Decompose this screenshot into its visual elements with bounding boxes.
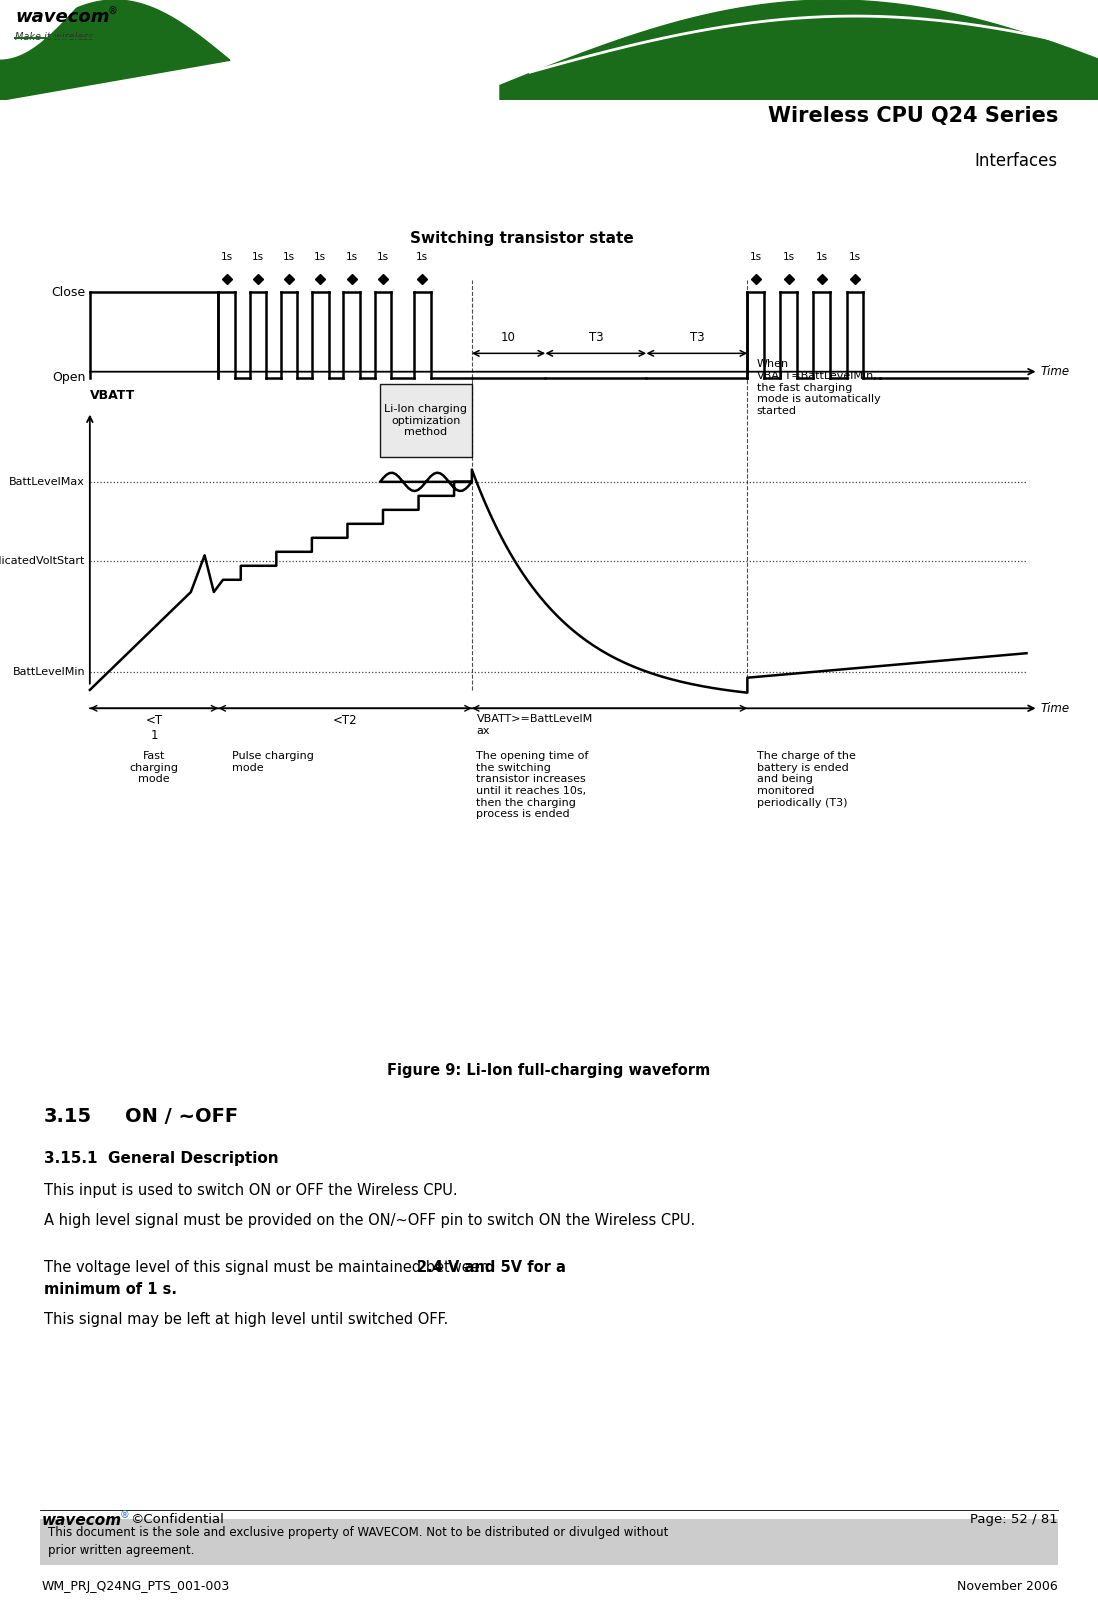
Text: 1s: 1s [816,251,828,261]
Text: prior written agreement.: prior written agreement. [48,1544,194,1557]
Bar [380,384,472,457]
Text: Interfaces: Interfaces [975,152,1058,170]
Polygon shape [500,0,1098,100]
Text: 1s: 1s [346,251,358,261]
Text: 1s: 1s [221,251,233,261]
Text: Fast
charging
mode: Fast charging mode [130,752,179,784]
Text: 3.15.1: 3.15.1 [44,1150,98,1166]
Text: BattLevelMin: BattLevelMin [12,666,86,677]
Text: wavecom: wavecom [42,1513,122,1528]
Text: minimum of 1 s.: minimum of 1 s. [44,1281,177,1298]
Text: 2.4 V and 5V for a: 2.4 V and 5V for a [416,1260,565,1275]
Text: 1s: 1s [750,251,762,261]
Text: VBATT: VBATT [90,389,135,402]
Text: Figure 9: Li-Ion full-charging waveform: Figure 9: Li-Ion full-charging waveform [388,1063,710,1079]
Text: ON / ~OFF: ON / ~OFF [124,1106,237,1126]
Text: 1s: 1s [377,251,389,261]
Text: 3.15: 3.15 [44,1106,92,1126]
Text: Pulse charging
mode: Pulse charging mode [232,752,314,773]
Text: ©Confidential: ©Confidential [130,1513,224,1526]
Text: This signal may be left at high level until switched OFF.: This signal may be left at high level un… [44,1312,448,1327]
Text: Open: Open [52,371,86,384]
Text: <T2: <T2 [333,714,358,727]
Text: 1s: 1s [416,251,428,261]
Text: The opening time of
the switching
transistor increases
until it reaches 10s,
the: The opening time of the switching transi… [477,752,589,820]
Text: A high level signal must be provided on the ON/∼OFF pin to switch ON the Wireles: A high level signal must be provided on … [44,1213,695,1228]
Text: <T
1: <T 1 [146,714,163,742]
Text: WM_PRJ_Q24NG_PTS_001-003: WM_PRJ_Q24NG_PTS_001-003 [42,1580,231,1592]
Text: BattLevelMax: BattLevelMax [10,476,86,488]
Text: Li-Ion charging
optimization
method: Li-Ion charging optimization method [384,403,468,437]
Bar [40,1518,1058,1565]
Text: Time: Time [1040,701,1069,714]
Text: 1s: 1s [849,251,861,261]
Text: T3: T3 [690,330,704,343]
Text: The voltage level of this signal must be maintained between: The voltage level of this signal must be… [44,1260,494,1275]
Text: November 2006: November 2006 [957,1580,1058,1592]
Text: ®: ® [108,6,117,16]
Text: 10: 10 [501,330,516,343]
Text: Switching transistor state: Switching transistor state [410,232,634,246]
Text: Wireless CPU Q24 Series: Wireless CPU Q24 Series [768,105,1058,126]
Text: This input is used to switch ON or OFF the Wireless CPU.: This input is used to switch ON or OFF t… [44,1183,458,1199]
Text: The voltage level of this signal must be maintained between 2.4 V and 5V for a: The voltage level of this signal must be… [44,1260,626,1275]
Text: 1s: 1s [314,251,326,261]
Text: This document is the sole and exclusive property of WAVECOM. Not to be distribut: This document is the sole and exclusive … [48,1526,669,1539]
Text: 1s: 1s [251,251,264,261]
Polygon shape [0,0,229,100]
Text: General Description: General Description [109,1150,279,1166]
Text: DedicatedVoltStart: DedicatedVoltStart [0,556,86,567]
Text: When
VBATT=BattLevelMin,
the fast charging
mode is automatically
started: When VBATT=BattLevelMin, the fast chargi… [757,360,881,416]
Text: 1s: 1s [283,251,295,261]
Text: wavecom: wavecom [15,8,110,26]
Text: Page: 52 / 81: Page: 52 / 81 [971,1513,1058,1526]
Text: ®: ® [120,1510,130,1521]
Text: Make it wireless: Make it wireless [15,32,93,42]
Text: 1s: 1s [783,251,795,261]
Text: Close: Close [52,285,86,298]
Text: Time: Time [1040,364,1069,377]
Text: T3: T3 [589,330,603,343]
Text: VBATT>=BattLevelM
ax: VBATT>=BattLevelM ax [477,714,593,735]
Text: The charge of the
battery is ended
and being
monitored
periodically (T3): The charge of the battery is ended and b… [757,752,855,807]
